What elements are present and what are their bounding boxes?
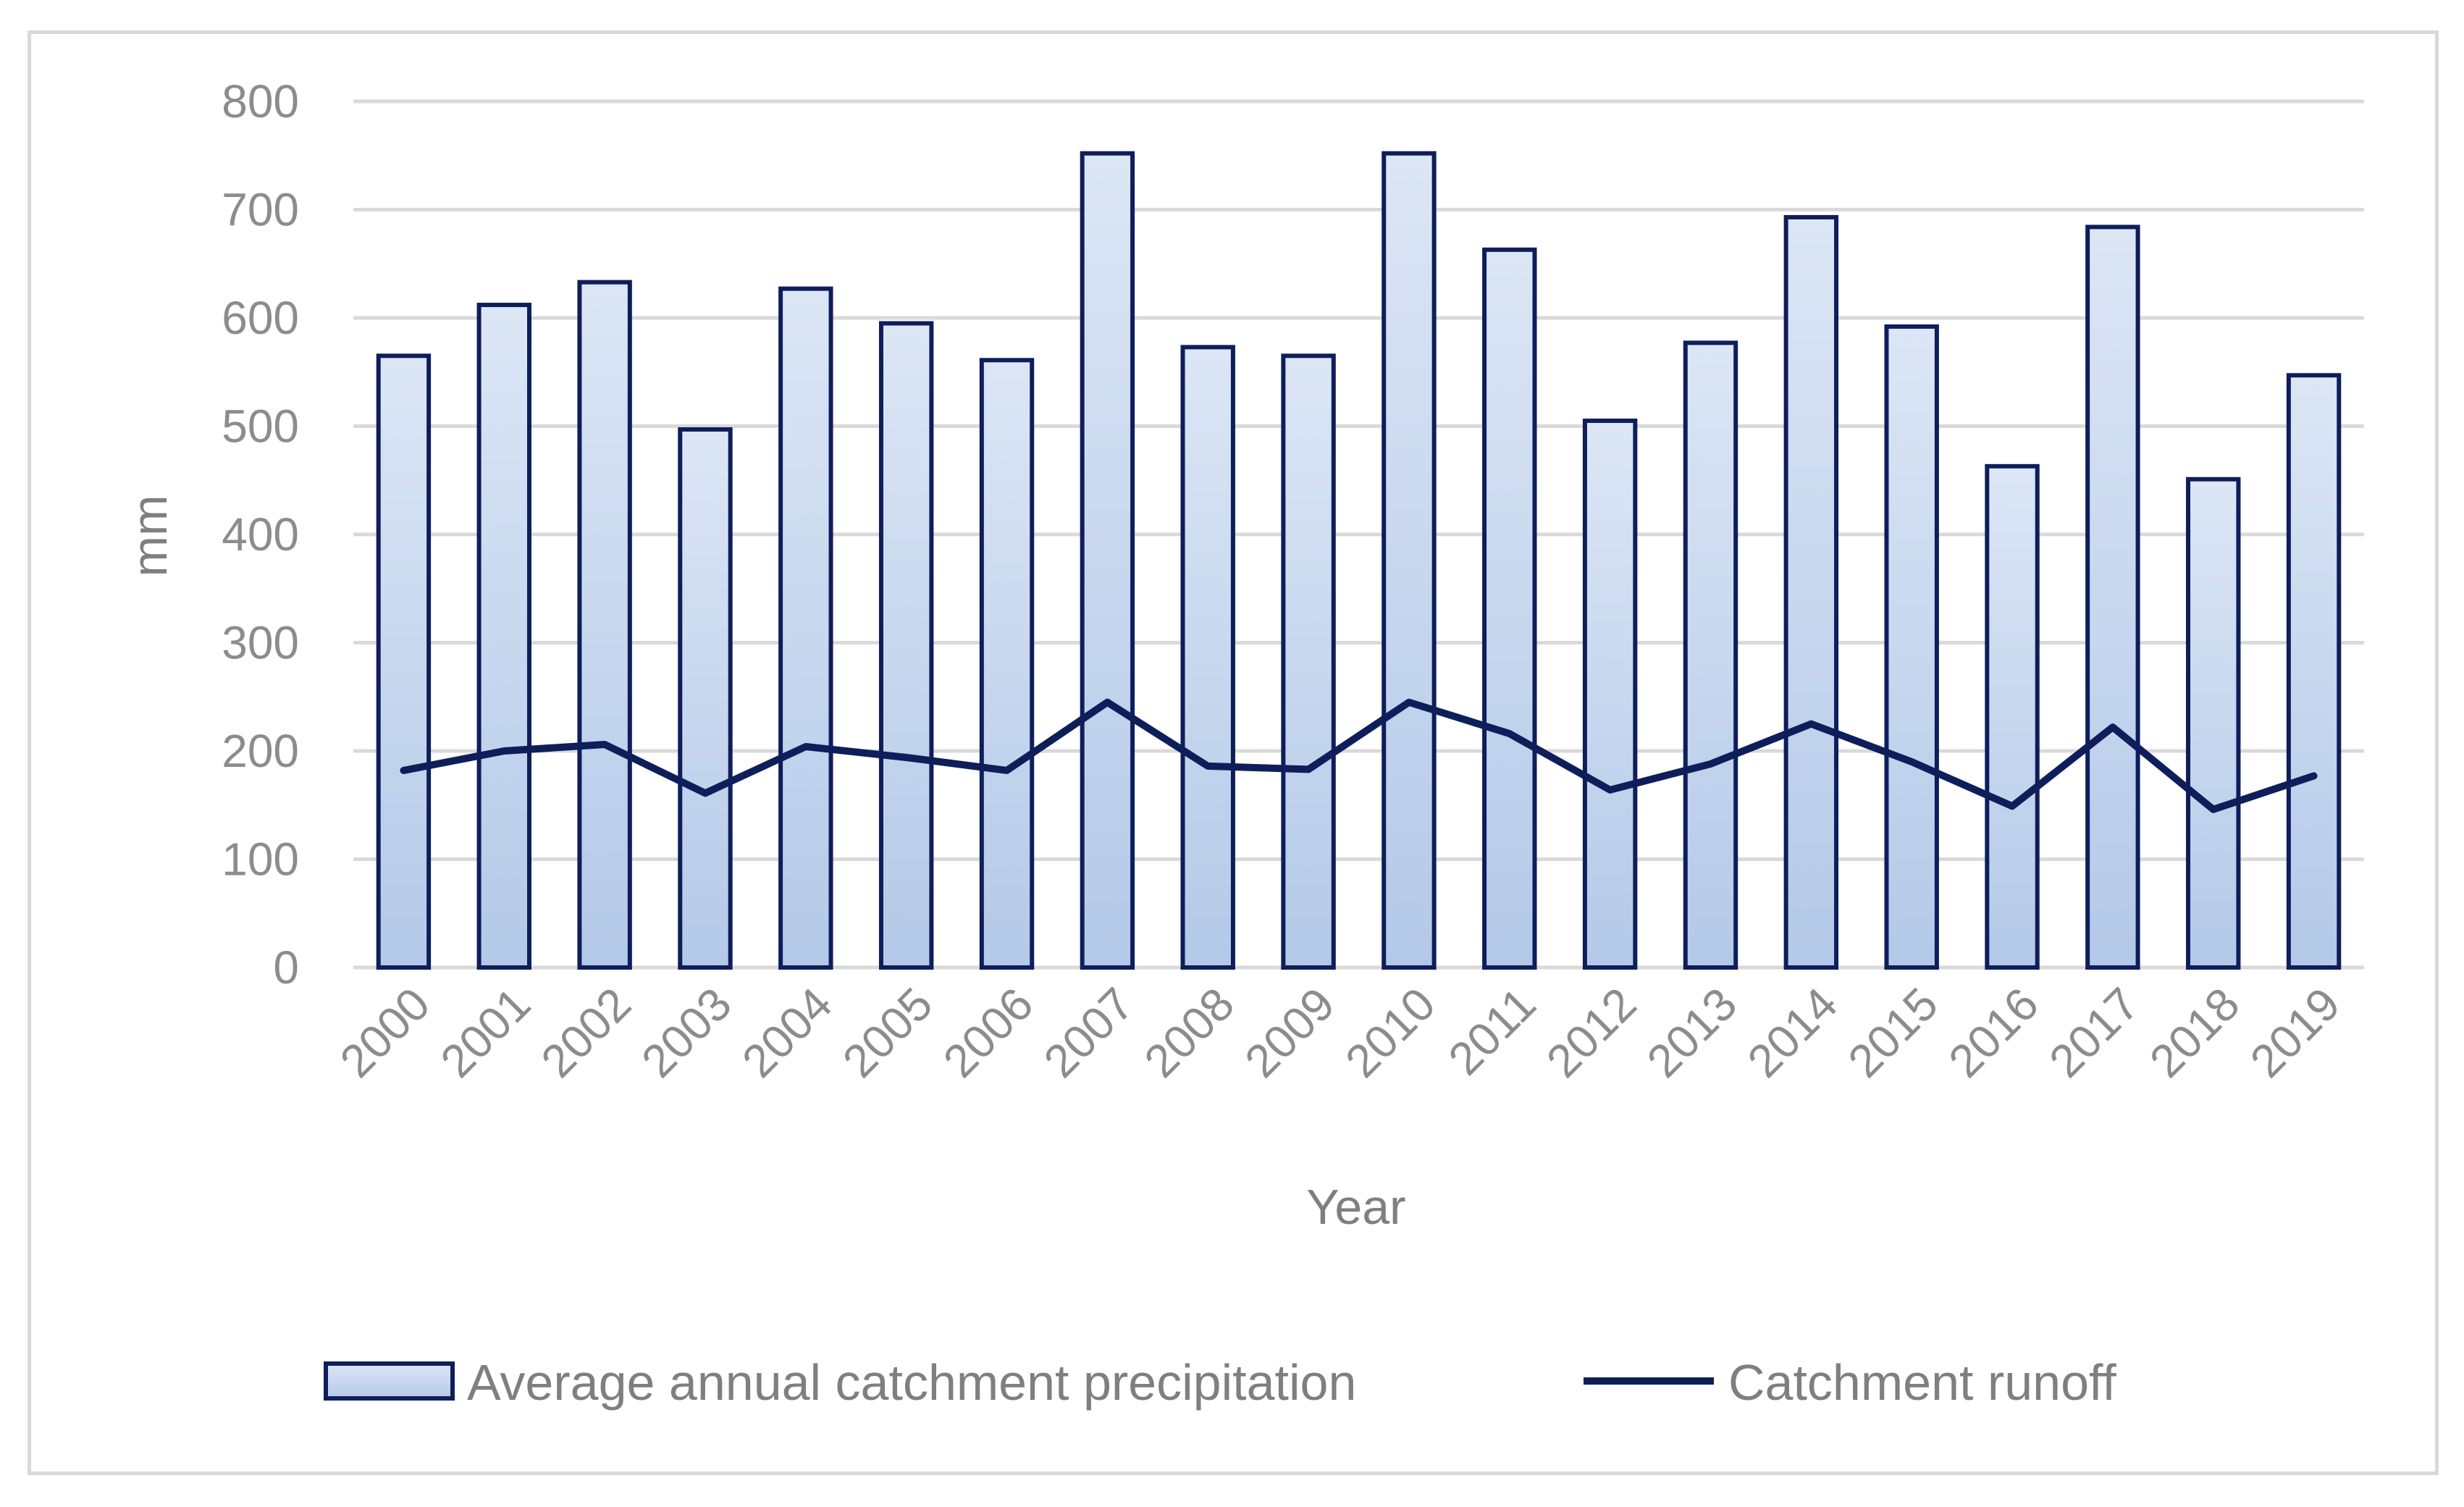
runoff-point-2000	[403, 770, 404, 771]
bar-2018	[2186, 477, 2241, 970]
bar-2016	[1985, 463, 2040, 970]
x-axis-title: Year	[1306, 1180, 1405, 1235]
gridlines	[353, 99, 2364, 970]
x-tick-label-2005: 2005	[833, 978, 943, 1088]
y-tick-label-400: 400	[222, 508, 299, 561]
bar-2000	[376, 353, 432, 970]
x-axis-ticks: 2000200120022003200420052006200720082009…	[330, 978, 2350, 1088]
bar-2010	[1382, 151, 1437, 970]
runoff-point-2012	[1610, 789, 1611, 791]
y-axis-ticks: 0 100 200 300 400 500 600 700 800	[222, 75, 299, 994]
runoff-line	[400, 698, 2318, 813]
legend-bar-label: Average annual catchment precipitation	[467, 1354, 1356, 1411]
runoff-point-2013	[1710, 763, 1711, 765]
bars	[376, 151, 2342, 970]
y-tick-label-100: 100	[222, 834, 299, 886]
x-tick-label-2007: 2007	[1034, 978, 1144, 1088]
bar-2007	[1080, 151, 1135, 970]
bar-2017	[2085, 224, 2140, 970]
x-tick-label-2016: 2016	[1938, 978, 2048, 1088]
y-tick-label-0: 0	[273, 941, 299, 994]
bar-2013	[1683, 340, 1738, 970]
x-tick-label-2010: 2010	[1335, 978, 1445, 1088]
y-axis-title: mm	[122, 495, 177, 576]
runoff-point-2015	[1911, 761, 1912, 763]
bar-2009	[1281, 353, 1336, 970]
legend-line-label: Catchment runoff	[1728, 1354, 2116, 1411]
runoff-point-2003	[705, 792, 706, 794]
x-tick-label-2004: 2004	[732, 978, 842, 1088]
runoff-point-2017	[2112, 726, 2114, 728]
bar-2002	[577, 280, 632, 970]
x-tick-label-2002: 2002	[531, 978, 641, 1088]
legend: Average annual catchment precipitation C…	[324, 1354, 2116, 1411]
y-tick-label-800: 800	[222, 75, 299, 127]
bar-2001	[476, 303, 531, 970]
bar-2003	[678, 427, 733, 970]
x-tick-label-2015: 2015	[1838, 978, 1948, 1088]
x-tick-label-2000: 2000	[330, 978, 440, 1088]
y-tick-label-700: 700	[222, 184, 299, 236]
x-tick-label-2006: 2006	[933, 978, 1043, 1088]
x-tick-label-2012: 2012	[1536, 978, 1647, 1088]
y-tick-label-500: 500	[222, 400, 299, 453]
runoff-point-2001	[503, 750, 505, 752]
bar-2004	[778, 286, 833, 970]
runoff-point-2016	[2011, 805, 2013, 807]
bar-2011	[1482, 247, 1537, 970]
x-tick-label-2014: 2014	[1738, 978, 1848, 1088]
runoff-point-2014	[1810, 723, 1812, 725]
x-tick-label-2017: 2017	[2039, 978, 2149, 1088]
x-tick-label-2008: 2008	[1135, 978, 1245, 1088]
bar-2014	[1783, 214, 1839, 970]
y-tick-label-200: 200	[222, 725, 299, 777]
runoff-point-2011	[1509, 733, 1510, 734]
runoff-point-2018	[2213, 809, 2214, 810]
runoff-line-group	[400, 698, 2318, 813]
runoff-point-2009	[1308, 768, 1309, 770]
x-tick-label-2009: 2009	[1235, 978, 1345, 1088]
bar-2005	[878, 321, 934, 970]
runoff-point-2008	[1207, 765, 1208, 767]
x-tick-label-2001: 2001	[431, 978, 541, 1088]
bar-2015	[1884, 324, 1939, 970]
y-tick-label-300: 300	[222, 617, 299, 669]
bar-2008	[1180, 345, 1235, 970]
runoff-point-2019	[2313, 775, 2315, 776]
runoff-point-2005	[906, 757, 907, 758]
legend-bar-swatch	[324, 1361, 455, 1401]
x-tick-label-2011: 2011	[1438, 978, 1545, 1085]
bar-2019	[2286, 373, 2342, 970]
runoff-point-2010	[1408, 702, 1410, 703]
x-tick-label-2019: 2019	[2240, 978, 2350, 1088]
bar-2012	[1582, 419, 1638, 970]
runoff-point-2007	[1106, 702, 1108, 703]
bar-2006	[979, 358, 1035, 970]
y-tick-label-600: 600	[222, 292, 299, 344]
x-tick-label-2003: 2003	[631, 978, 741, 1088]
runoff-point-2006	[1006, 770, 1008, 771]
runoff-point-2004	[805, 746, 807, 747]
x-tick-label-2013: 2013	[1637, 978, 1747, 1088]
runoff-point-2002	[604, 744, 605, 745]
x-tick-label-2018: 2018	[2140, 978, 2250, 1088]
